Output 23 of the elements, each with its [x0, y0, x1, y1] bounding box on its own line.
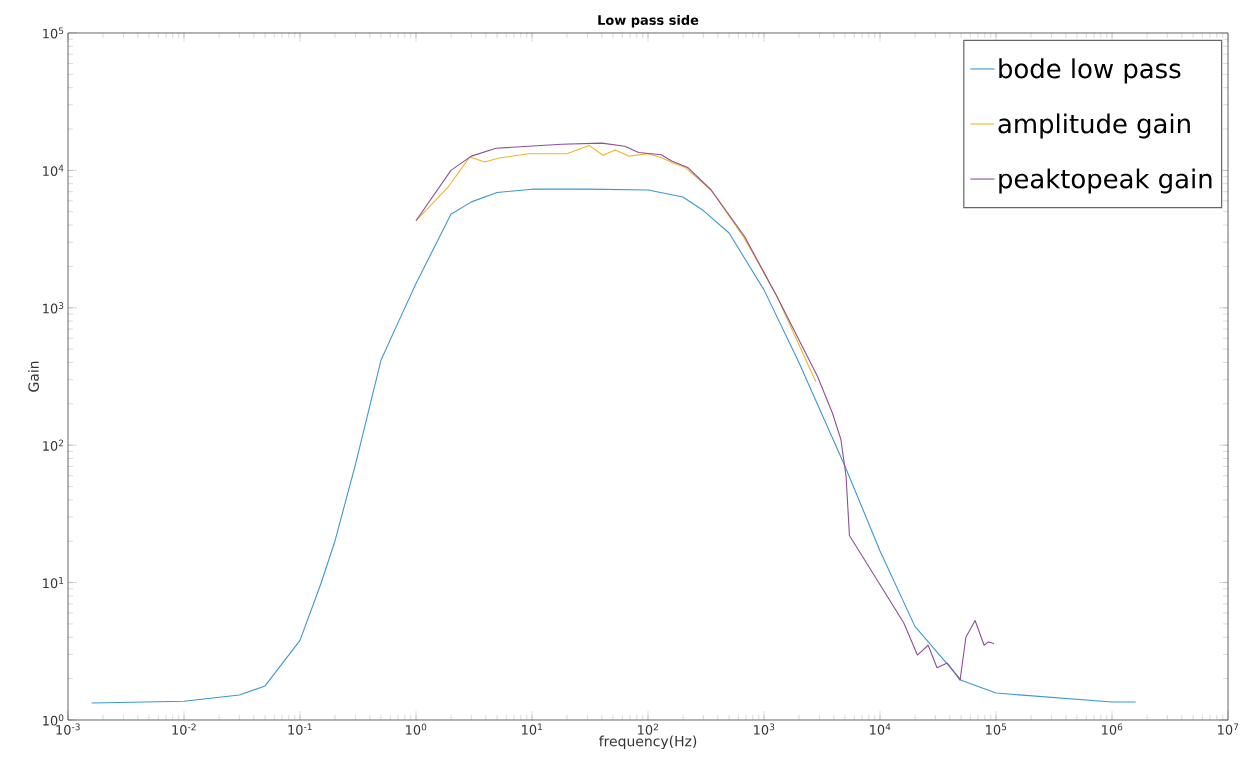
- x-tick-label: 10$^{-3}$: [56, 723, 80, 735]
- x-tick-label: 10$^{3}$: [754, 723, 775, 735]
- y-tick-label: 10$^{0}$: [43, 714, 64, 726]
- y-tick-label: 10$^{3}$: [43, 302, 64, 314]
- chart-title: Low pass side: [598, 14, 699, 28]
- x-tick-label: 10$^{7}$: [1218, 723, 1239, 735]
- x-tick-label: 10$^{2}$: [638, 723, 658, 735]
- y-tick-label: 10$^{1}$: [43, 577, 64, 589]
- legend-label: amplitude gain: [998, 113, 1190, 139]
- x-tick-label: 10$^{-2}$: [172, 723, 196, 735]
- y-tick-label: 10$^{4}$: [43, 164, 64, 176]
- legend-label: peaktopeak gain: [999, 168, 1212, 194]
- x-tick-label: 10$^{5}$: [986, 723, 1007, 735]
- x-tick-label: 10$^{-1}$: [288, 723, 312, 735]
- x-tick-label: 10$^{0}$: [406, 723, 427, 735]
- x-tick-label: 10$^{1}$: [522, 723, 543, 735]
- x-axis-title: frequency(Hz): [599, 735, 697, 750]
- x-tick-label: 10$^{4}$: [870, 723, 891, 735]
- legend-label: bode low pass: [999, 58, 1181, 84]
- y-tick-label: 10$^{5}$: [43, 27, 64, 39]
- y-tick-label: 10$^{2}$: [43, 439, 64, 451]
- x-tick-label: 10$^{6}$: [1102, 723, 1123, 735]
- y-axis-title: Gain: [28, 361, 39, 392]
